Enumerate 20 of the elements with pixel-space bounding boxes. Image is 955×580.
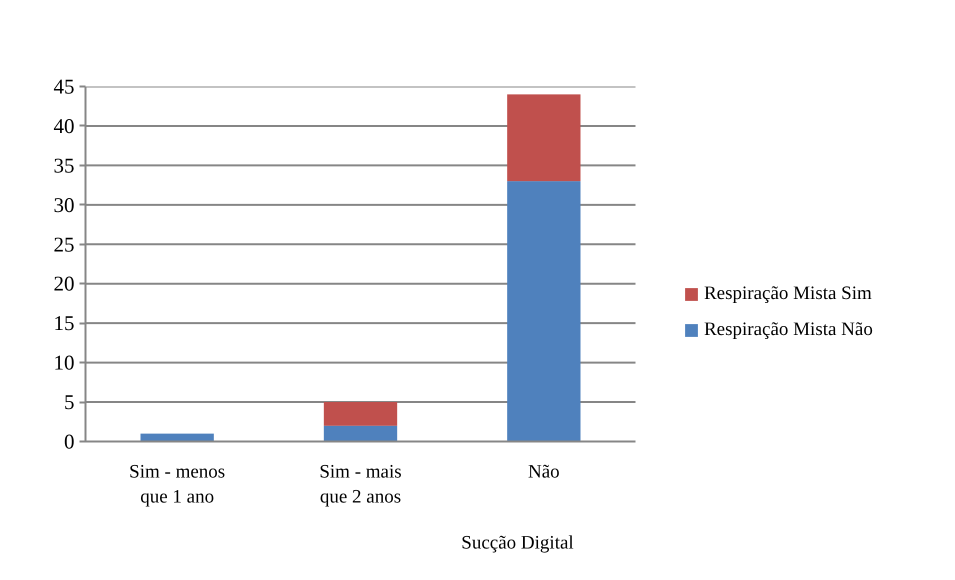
legend-label: Respiração Mista Sim — [704, 283, 872, 305]
bar — [507, 94, 580, 182]
bar — [507, 181, 580, 442]
legend-label: Respiração Mista Não — [704, 319, 873, 341]
y-tick-label: 35 — [54, 153, 74, 178]
y-tick-label: 45 — [54, 74, 74, 98]
y-tick-label: 5 — [64, 390, 74, 414]
y-tick-label: 0 — [64, 430, 74, 454]
y-tick-label: 25 — [54, 232, 74, 256]
x-tick-label: Não — [528, 462, 560, 482]
y-tick-label: 40 — [54, 114, 74, 138]
x-tick-label: Sim - menos que 1 ano — [129, 462, 226, 508]
y-tick-label: 15 — [54, 311, 74, 336]
bar — [324, 402, 398, 426]
bar — [324, 426, 398, 442]
x-axis-title: Sucção Digital — [461, 532, 574, 554]
y-tick-label: 30 — [54, 192, 74, 217]
x-tick-label: Sim - mais que 2 anos — [319, 462, 402, 508]
y-tick-label: 20 — [54, 272, 74, 296]
y-tick-label: 10 — [54, 350, 74, 375]
